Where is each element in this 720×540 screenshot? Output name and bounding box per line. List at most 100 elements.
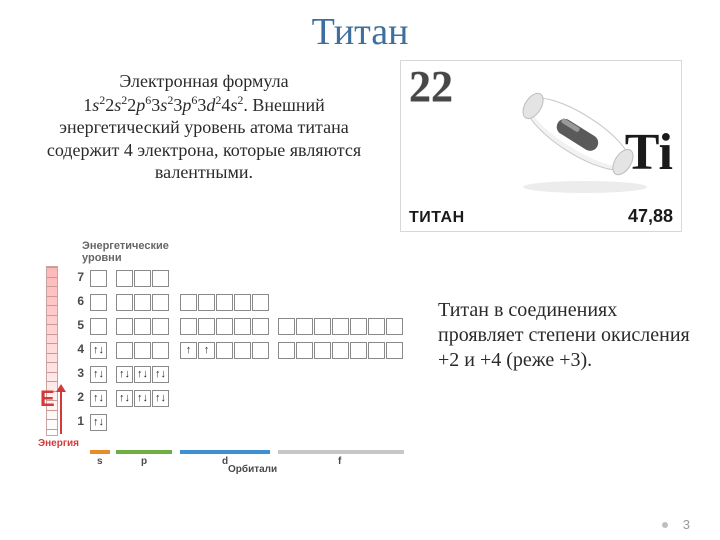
- orbital-cell: ↑↓: [90, 342, 107, 359]
- energy-level-row: 3↑↓↑↓↑↓↑↓: [40, 364, 420, 382]
- sublevel-bar-s: [90, 450, 110, 454]
- orbital-cell: [152, 318, 169, 335]
- atomic-number: 22: [409, 61, 453, 112]
- orbital-group-p: [116, 270, 169, 287]
- sublevel-label: f: [338, 456, 341, 467]
- sublevel-label: s: [97, 456, 103, 467]
- orbital-cell: [90, 294, 107, 311]
- orbital-group-s: ↑↓: [90, 390, 107, 407]
- energy-level-row: 5: [40, 316, 420, 334]
- orbital-cell: [368, 342, 385, 359]
- orbital-cell: ↑↓: [134, 366, 151, 383]
- orbital-cell: [116, 294, 133, 311]
- orbital-group-d: ↑↑: [180, 342, 269, 359]
- orbital-group-s: [90, 318, 107, 335]
- orbital-cell: ↑↓: [116, 366, 133, 383]
- orbital-cell: [116, 270, 133, 287]
- orbital-cell: ↑↓: [90, 414, 107, 431]
- orbital-cell: [368, 318, 385, 335]
- orbital-cell: [252, 318, 269, 335]
- para-pre: Электронная формула: [119, 71, 288, 91]
- orbital-group-d: [180, 318, 269, 335]
- orbital-group-f: [278, 342, 403, 359]
- orbital-group-p: [116, 294, 169, 311]
- orbital-group-s: ↑↓: [90, 342, 107, 359]
- sublevel-bar-p: [116, 450, 172, 454]
- sublevel-bar-d: [180, 450, 270, 454]
- orbital-cell: [198, 294, 215, 311]
- level-number: 6: [70, 292, 84, 310]
- page-bullet-icon: [662, 522, 668, 528]
- orbital-cell: ↑: [180, 342, 197, 359]
- electron-formula-paragraph: Электронная формула 1s22s22p63s23p63d24s…: [44, 70, 364, 184]
- element-sample-image: [493, 69, 663, 199]
- energy-level-row: 6: [40, 292, 420, 310]
- page-number: 3: [683, 517, 690, 532]
- orbital-cell: [252, 342, 269, 359]
- electron-formula: 1s22s22p63s23p63d24s2: [83, 95, 243, 115]
- orbital-cell: ↑↓: [90, 366, 107, 383]
- level-number: 1: [70, 412, 84, 430]
- orbital-cell: [152, 270, 169, 287]
- orbital-cell: [116, 342, 133, 359]
- level-number: 7: [70, 268, 84, 286]
- orbital-cell: [386, 342, 403, 359]
- orbital-cell: [198, 318, 215, 335]
- orbital-cell: [216, 342, 233, 359]
- orbital-cell: ↑↓: [116, 390, 133, 407]
- orbital-cell: [350, 318, 367, 335]
- level-number: 3: [70, 364, 84, 382]
- orbital-cell: [134, 270, 151, 287]
- orbital-group-s: ↑↓: [90, 366, 107, 383]
- orbital-cell: ↑↓: [152, 366, 169, 383]
- oxidation-states-paragraph: Титан в соединениях проявляет степени ок…: [438, 298, 698, 373]
- orbital-cell: [216, 294, 233, 311]
- orbital-cell: [216, 318, 233, 335]
- orbital-cell: [314, 318, 331, 335]
- orbital-cell: [332, 342, 349, 359]
- orbital-cell: [116, 318, 133, 335]
- orbital-cell: ↑↓: [134, 390, 151, 407]
- element-name-ru: ТИТАН: [409, 209, 465, 227]
- orbital-cell: [252, 294, 269, 311]
- energy-level-row: 7: [40, 268, 420, 286]
- orbital-cell: [134, 318, 151, 335]
- orbital-group-p: [116, 318, 169, 335]
- energy-level-row: 2↑↓↑↓↑↓↑↓: [40, 388, 420, 406]
- orbital-group-p: ↑↓↑↓↑↓: [116, 366, 169, 383]
- level-number: 2: [70, 388, 84, 406]
- orbital-cell: [332, 318, 349, 335]
- orbital-cell: [314, 342, 331, 359]
- orbital-group-f: [278, 318, 403, 335]
- orbital-cell: [152, 342, 169, 359]
- sublevel-bars: spdf: [90, 450, 410, 454]
- orbital-cell: ↑↓: [90, 390, 107, 407]
- orbital-cell: [386, 318, 403, 335]
- orbital-cell: [180, 294, 197, 311]
- orbital-cell: [90, 318, 107, 335]
- orbital-group-p: ↑↓↑↓↑↓: [116, 390, 169, 407]
- sublevel-label: p: [141, 456, 147, 467]
- orbital-cell: [278, 342, 295, 359]
- orbitals-word: Орбитали: [228, 464, 277, 475]
- orbital-group-s: [90, 294, 107, 311]
- orbital-cell: ↑: [198, 342, 215, 359]
- orbital-group-s: [90, 270, 107, 287]
- orbital-cell: [296, 318, 313, 335]
- orbital-group-p: [116, 342, 169, 359]
- level-number: 5: [70, 316, 84, 334]
- orbital-cell: [296, 342, 313, 359]
- energy-level-row: 1 ↑↓: [40, 412, 420, 430]
- orbital-cell: [90, 270, 107, 287]
- page-title: Титан: [0, 10, 720, 54]
- energy-levels-diagram: Энергетическиеуровни E Энергия 7654↑↓↑↑3…: [40, 240, 420, 480]
- sublevel-bar-f: [278, 450, 404, 454]
- atomic-mass: 47,88: [628, 206, 673, 227]
- level-number: 4: [70, 340, 84, 358]
- orbital-cell: [134, 294, 151, 311]
- orbital-group-s: ↑↓: [90, 414, 107, 431]
- orbital-group-d: [180, 294, 269, 311]
- orbital-cell: [234, 294, 251, 311]
- diagram-title: Энергетическиеуровни: [82, 240, 169, 264]
- element-card: 22 Ti ТИТАН 47,88: [400, 60, 682, 232]
